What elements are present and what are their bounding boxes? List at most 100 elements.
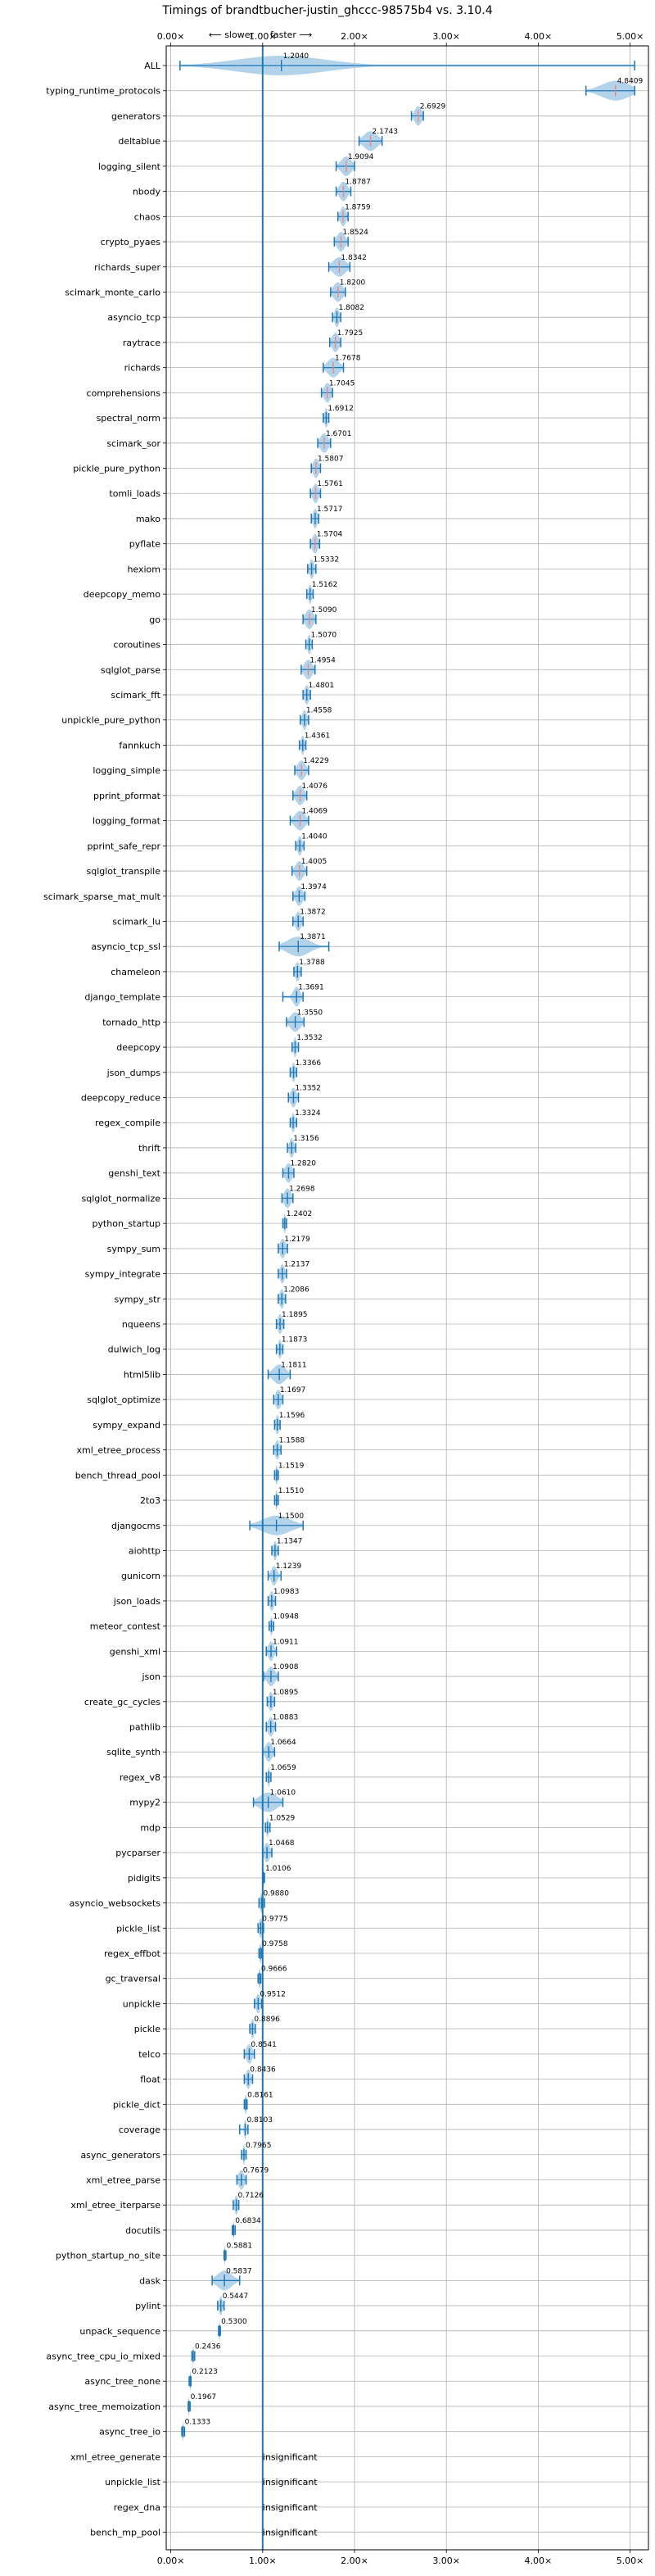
y-tick-label: thrift: [138, 1143, 161, 1154]
y-tick-label: regex_dna: [114, 2502, 160, 2513]
y-tick-label: python_startup: [92, 1218, 160, 1229]
y-tick-label: gc_traversal: [106, 1974, 160, 1984]
value-label: 1.8787: [345, 179, 371, 187]
value-label: 1.1588: [279, 1437, 305, 1445]
y-tick-label: sympy_str: [114, 1294, 160, 1304]
value-label: 1.2402: [287, 1210, 313, 1218]
y-tick-label: pyflate: [129, 539, 160, 550]
chart-title: Timings of brandtbucher-justin_ghccc-985…: [161, 4, 492, 17]
value-label: 1.4005: [301, 858, 328, 866]
value-label: 0.8103: [247, 2116, 273, 2125]
value-label: 1.1510: [278, 1487, 305, 1495]
y-tick-label: pycparser: [115, 1848, 160, 1858]
value-label: 1.3788: [299, 959, 325, 967]
y-tick-label: unpickle_list: [105, 2477, 161, 2488]
x-tick-label-bottom: 4.00×: [525, 2556, 553, 2566]
value-label: 0.8896: [254, 2016, 280, 2024]
value-label: 1.8759: [345, 203, 371, 211]
y-tick-label: dask: [139, 2275, 160, 2286]
value-label: 1.5162: [312, 581, 338, 589]
y-tick-label: regex_v8: [120, 1772, 160, 1783]
y-tick-label: mdp: [140, 1822, 160, 1833]
y-tick-label: 2to3: [140, 1495, 160, 1506]
y-tick-label: chaos: [134, 211, 160, 222]
value-label: 1.3974: [300, 883, 327, 891]
value-label: 1.5761: [317, 480, 343, 488]
y-tick-label: gunicorn: [121, 1571, 160, 1581]
value-label: 0.6834: [235, 2217, 261, 2225]
y-tick-label: deltablue: [118, 136, 160, 147]
value-label: 1.1239: [276, 1562, 302, 1571]
y-tick-label: bench_mp_pool: [90, 2528, 160, 2538]
value-label: 1.3366: [296, 1059, 322, 1068]
x-tick-label-top: 5.00×: [617, 31, 644, 42]
value-label: 0.2436: [195, 2343, 221, 2352]
y-tick-label: unpickle: [123, 1998, 160, 2009]
value-label: 0.7679: [243, 2166, 269, 2175]
x-tick-label-bottom: 3.00×: [432, 2556, 460, 2566]
value-label: 1.0529: [269, 1814, 296, 1822]
value-label: 1.1596: [279, 1412, 305, 1420]
value-label: 0.5881: [227, 2243, 253, 2251]
y-tick-label: coverage: [119, 2125, 160, 2135]
value-label: 1.4229: [303, 757, 329, 765]
y-tick-label: tornado_http: [102, 1017, 160, 1027]
value-label: 1.5807: [318, 456, 344, 464]
insignificant-label: insignificant: [263, 2451, 318, 2462]
x-tick-label-top: 1.00×: [249, 31, 277, 42]
value-label: 1.4954: [309, 656, 336, 664]
value-label: 1.0106: [265, 1865, 291, 1873]
y-tick-label: mako: [136, 514, 160, 524]
value-label: 1.2137: [284, 1261, 310, 1269]
y-tick-label: pickle_pure_python: [73, 464, 160, 474]
value-label: 1.1895: [282, 1311, 308, 1319]
y-tick-label: fannkuch: [119, 740, 160, 751]
y-tick-label: json_dumps: [106, 1068, 161, 1078]
x-tick-label-top: 4.00×: [525, 31, 553, 42]
value-label: 1.1873: [282, 1336, 308, 1345]
value-label: 0.1967: [191, 2393, 216, 2401]
value-label: 1.0895: [273, 1689, 299, 1697]
y-tick-label: django_template: [84, 992, 160, 1003]
value-label: 0.1333: [185, 2419, 211, 2427]
y-tick-label: json: [142, 1671, 161, 1682]
y-tick-label: logging_simple: [93, 765, 160, 776]
y-tick-label: xml_etree_iterparse: [70, 2200, 160, 2211]
value-label: 1.4801: [309, 682, 335, 690]
value-label: 0.9758: [262, 1940, 288, 1948]
value-label: 1.8342: [341, 254, 367, 262]
x-tick-label-bottom: 2.00×: [341, 2556, 368, 2566]
value-label: 1.5090: [311, 606, 337, 615]
value-label: 1.0468: [269, 1839, 295, 1848]
faster-direction-label: faster ⟶: [270, 29, 312, 40]
value-label: 4.8409: [617, 78, 644, 86]
value-label: 0.5837: [226, 2267, 252, 2275]
y-tick-label: go: [149, 615, 160, 625]
y-tick-label: nbody: [133, 187, 161, 197]
y-tick-label: telco: [138, 2049, 160, 2060]
y-tick-label: bench_thread_pool: [75, 1470, 160, 1481]
value-label: 1.2086: [283, 1286, 309, 1294]
value-label: 1.0883: [273, 1714, 299, 1722]
value-label: 1.3871: [300, 933, 326, 941]
value-label: 1.0948: [273, 1613, 299, 1621]
y-tick-label: dulwich_log: [108, 1345, 160, 1355]
y-tick-label: aiohttp: [129, 1545, 160, 1556]
value-label: 1.8082: [338, 304, 364, 312]
y-tick-label: richards_super: [94, 262, 160, 273]
y-tick-label: sqlglot_parse: [101, 664, 160, 675]
x-tick-label-bottom: 5.00×: [617, 2556, 644, 2566]
y-tick-label: sqlglot_optimize: [87, 1395, 160, 1405]
value-label: 1.6912: [328, 405, 354, 413]
y-tick-label: pprint_pformat: [93, 791, 161, 801]
y-tick-label: spectral_norm: [97, 413, 160, 424]
value-label: 1.3550: [297, 1009, 323, 1017]
value-label: 1.4361: [305, 732, 331, 740]
x-tick-label-top: 0.00×: [157, 31, 185, 42]
y-tick-label: typing_runtime_protocols: [46, 86, 160, 97]
value-label: 1.0610: [270, 1789, 296, 1798]
y-tick-label: sympy_sum: [107, 1244, 160, 1254]
value-label: 0.7126: [238, 2192, 264, 2200]
value-label: 1.4076: [302, 782, 328, 791]
